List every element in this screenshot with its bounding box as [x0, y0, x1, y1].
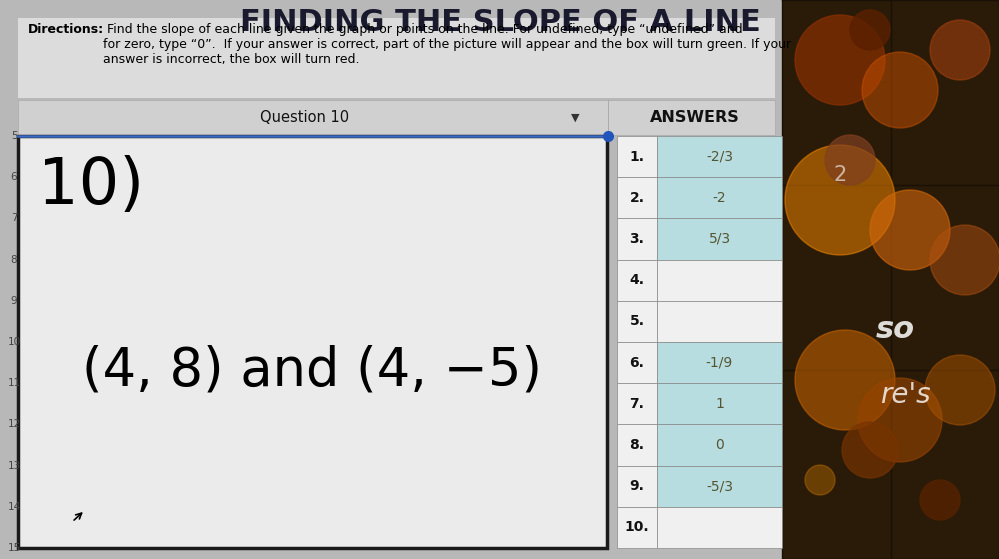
Text: 5.: 5.: [629, 314, 644, 328]
Text: 3.: 3.: [629, 232, 644, 246]
Bar: [657, 177, 782, 219]
Bar: [657, 424, 782, 466]
Bar: [617, 383, 657, 424]
Text: 10: 10: [7, 337, 21, 347]
Text: 10): 10): [38, 155, 144, 217]
Bar: [657, 219, 782, 259]
Text: 6: 6: [11, 172, 17, 182]
Circle shape: [825, 135, 875, 185]
Bar: [617, 301, 657, 342]
Text: 0: 0: [715, 438, 724, 452]
Text: -5/3: -5/3: [706, 479, 733, 493]
Bar: [617, 259, 657, 301]
Bar: [617, 342, 657, 383]
Text: 2: 2: [833, 165, 846, 185]
Bar: [617, 136, 657, 177]
Text: 1.: 1.: [629, 150, 644, 164]
Text: 6.: 6.: [629, 356, 644, 369]
Text: 11: 11: [7, 378, 21, 388]
Text: 1: 1: [715, 397, 724, 411]
Text: Question 10: Question 10: [261, 111, 350, 126]
Bar: [782, 0, 999, 559]
Text: ▼: ▼: [570, 113, 579, 123]
Text: 9: 9: [11, 296, 17, 306]
Text: 14: 14: [7, 502, 21, 512]
Circle shape: [925, 355, 995, 425]
Text: 10.: 10.: [624, 520, 649, 534]
Text: 8: 8: [11, 254, 17, 264]
Circle shape: [930, 20, 990, 80]
Text: 5: 5: [11, 131, 17, 141]
Bar: [617, 507, 657, 548]
Bar: [657, 383, 782, 424]
Text: -2: -2: [712, 191, 726, 205]
Text: 15: 15: [7, 543, 21, 553]
Text: re's: re's: [880, 381, 930, 409]
Circle shape: [862, 52, 938, 128]
Text: 2.: 2.: [629, 191, 644, 205]
Text: ANSWERS: ANSWERS: [650, 111, 740, 126]
Circle shape: [920, 480, 960, 520]
Text: 7: 7: [11, 214, 17, 224]
Text: 9.: 9.: [629, 479, 644, 493]
Circle shape: [870, 190, 950, 270]
Text: Find the slope of each line given the graph or points on the line. For undefined: Find the slope of each line given the gr…: [103, 23, 791, 66]
Text: 4.: 4.: [629, 273, 644, 287]
Circle shape: [842, 422, 898, 478]
Text: FINDING THE SLOPE OF A LINE: FINDING THE SLOPE OF A LINE: [240, 8, 760, 37]
Bar: [657, 466, 782, 507]
Circle shape: [850, 10, 890, 50]
Bar: [617, 466, 657, 507]
Text: 12: 12: [7, 419, 21, 429]
Circle shape: [795, 330, 895, 430]
Text: -1/9: -1/9: [706, 356, 733, 369]
Bar: [617, 424, 657, 466]
Circle shape: [805, 465, 835, 495]
Bar: [18, 18, 775, 98]
Circle shape: [858, 378, 942, 462]
Bar: [657, 301, 782, 342]
Text: -2/3: -2/3: [706, 150, 733, 164]
Text: 13: 13: [7, 461, 21, 471]
Text: Directions:: Directions:: [28, 23, 104, 36]
Circle shape: [785, 145, 895, 255]
Bar: [657, 507, 782, 548]
Text: 5/3: 5/3: [708, 232, 730, 246]
Bar: [18, 100, 775, 135]
Bar: [18, 136, 607, 548]
Bar: [657, 259, 782, 301]
Bar: [657, 342, 782, 383]
Text: (4, 8) and (4, −5): (4, 8) and (4, −5): [82, 344, 542, 396]
Circle shape: [930, 225, 999, 295]
Bar: [617, 219, 657, 259]
Bar: [657, 136, 782, 177]
Text: 7.: 7.: [629, 397, 644, 411]
Text: so: so: [875, 315, 914, 344]
Bar: [617, 177, 657, 219]
Circle shape: [795, 15, 885, 105]
Text: 8.: 8.: [629, 438, 644, 452]
